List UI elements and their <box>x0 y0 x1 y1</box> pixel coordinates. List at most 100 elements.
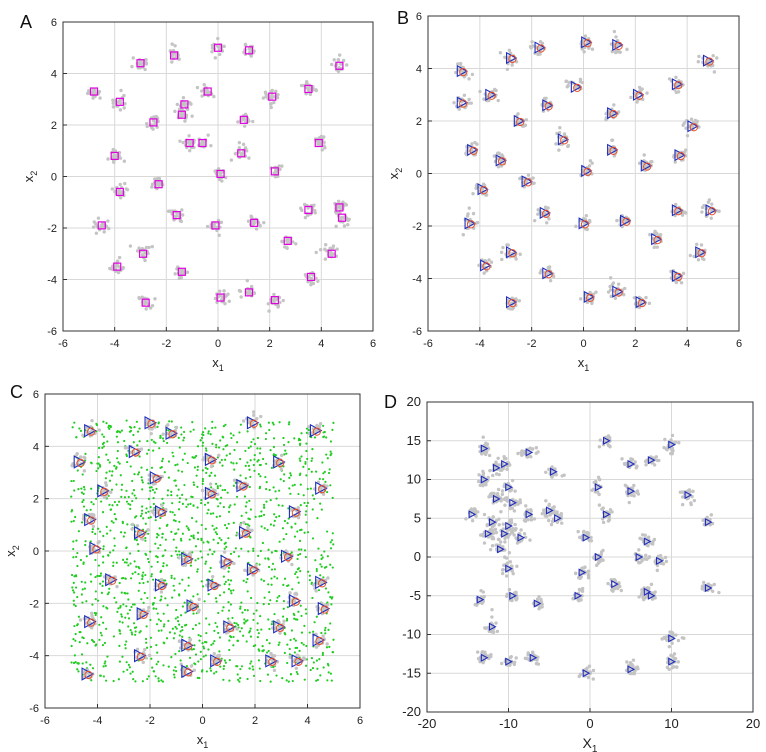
uniform-point <box>70 479 73 483</box>
cluster-point <box>222 44 226 49</box>
uniform-point <box>223 582 226 586</box>
uniform-point <box>270 577 273 580</box>
uniform-point <box>185 505 188 508</box>
cluster-point <box>632 483 636 488</box>
uniform-point <box>264 437 268 441</box>
cluster-point <box>290 562 294 567</box>
cluster-point <box>501 466 505 471</box>
uniform-point <box>161 457 164 460</box>
x-tick-label: -2 <box>145 715 155 727</box>
uniform-point <box>108 470 111 473</box>
uniform-point <box>318 477 321 480</box>
cluster-point <box>90 611 94 616</box>
cluster-point <box>137 62 141 66</box>
cluster-point <box>304 79 309 84</box>
uniform-point <box>270 466 274 469</box>
uniform-point <box>173 632 176 635</box>
cluster-point <box>269 651 273 656</box>
uniform-point <box>266 528 269 531</box>
cluster-point <box>109 490 113 495</box>
center-circle-marker <box>283 553 293 562</box>
cluster-point <box>528 538 532 542</box>
center-square-marker <box>216 169 225 179</box>
uniform-point <box>322 472 325 475</box>
uniform-point <box>288 653 292 656</box>
cluster-point <box>675 208 679 212</box>
uniform-point <box>161 680 165 683</box>
cluster-point <box>218 52 222 57</box>
cluster-point <box>102 230 106 234</box>
uniform-point <box>101 433 104 436</box>
y-tick-label: 6 <box>51 17 57 29</box>
uniform-point <box>145 507 148 510</box>
cluster-point <box>220 179 224 183</box>
uniform-point <box>150 438 153 442</box>
uniform-point <box>97 446 101 450</box>
uniform-point <box>200 501 203 505</box>
uniform-point <box>150 565 153 568</box>
uniform-point <box>221 609 224 612</box>
cluster-point <box>544 221 549 225</box>
uniform-point <box>192 648 195 651</box>
uniform-point <box>77 670 80 673</box>
uniform-point <box>246 609 249 612</box>
cluster-point <box>699 243 704 247</box>
cluster-point <box>643 533 647 537</box>
cluster-point <box>181 140 185 145</box>
center-circle-marker <box>689 123 698 132</box>
cluster-point <box>601 520 606 525</box>
y-tick-label: -4 <box>412 274 422 286</box>
cluster-point <box>346 223 350 227</box>
uniform-point <box>123 439 126 443</box>
center-square-marker <box>177 110 186 119</box>
uniform-point <box>208 548 211 551</box>
uniform-point <box>295 570 298 574</box>
uniform-point <box>323 470 326 473</box>
uniform-point <box>224 580 227 583</box>
cluster-point <box>481 471 486 475</box>
uniform-point <box>89 663 92 666</box>
uniform-point <box>138 427 141 430</box>
uniform-point <box>294 572 297 576</box>
cluster-point <box>590 161 594 165</box>
cluster-point <box>521 124 526 128</box>
cluster-point <box>467 77 471 81</box>
uniform-point <box>84 452 87 455</box>
uniform-point <box>104 660 107 663</box>
cluster-point <box>717 209 721 213</box>
uniform-point <box>149 636 153 639</box>
uniform-point <box>288 421 291 424</box>
uniform-point <box>299 483 302 486</box>
uniform-point <box>215 446 218 449</box>
cluster-point <box>111 101 115 105</box>
cluster-point <box>296 505 300 510</box>
cluster-point <box>187 134 191 138</box>
uniform-point <box>249 627 252 630</box>
cluster-point <box>494 472 499 476</box>
uniform-point <box>259 423 262 426</box>
uniform-point <box>235 495 239 498</box>
uniform-point <box>126 592 129 595</box>
cluster-point <box>467 206 471 210</box>
center-circle-marker <box>157 581 167 591</box>
uniform-point <box>89 508 92 511</box>
uniform-point <box>146 439 149 443</box>
cluster-point <box>497 517 501 521</box>
uniform-point <box>192 595 195 598</box>
uniform-point <box>152 496 155 500</box>
uniform-point <box>250 660 253 663</box>
cluster-point <box>514 536 518 540</box>
uniform-point <box>330 679 333 682</box>
center-circle-marker <box>697 249 706 258</box>
cluster-point <box>510 63 514 67</box>
uniform-point <box>220 458 223 462</box>
uniform-point <box>90 462 93 465</box>
center-circle-marker <box>508 249 517 258</box>
uniform-point <box>246 590 249 593</box>
uniform-point <box>199 439 202 442</box>
cluster-point <box>243 112 248 117</box>
uniform-point <box>208 474 211 477</box>
cluster-point <box>577 576 581 580</box>
uniform-point <box>238 630 242 633</box>
cluster-point <box>512 533 516 537</box>
